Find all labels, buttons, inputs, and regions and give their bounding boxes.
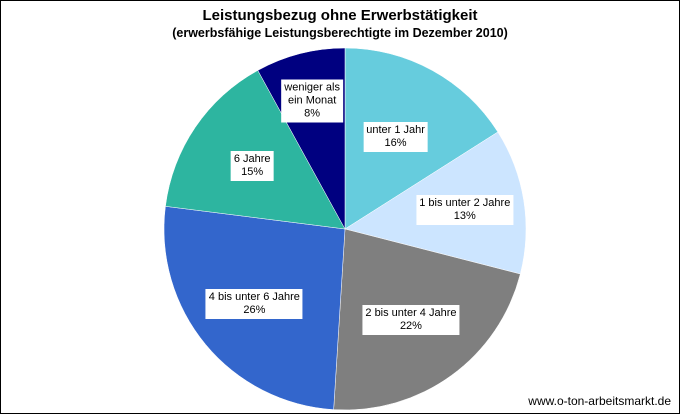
slice-percent: 8%	[304, 107, 321, 120]
slice-label-4: 6 Jahre 15%	[230, 150, 274, 181]
chart-title: Leistungsbezug ohne Erwerbstätigkeit	[202, 7, 478, 24]
slice-label-text: 6 Jahre	[233, 152, 271, 165]
slice-label-text: unter 1 Jahr	[366, 124, 425, 136]
slice-label-text: ein Monat	[287, 94, 337, 107]
slice-percent: 15%	[241, 165, 264, 178]
slice-label-text: weniger als	[284, 81, 340, 94]
slice-percent: 16%	[384, 137, 407, 149]
slice-label-text: 1 bis unter 2 Jahre	[419, 197, 511, 210]
slice-label-text: 4 bis unter 6 Jahre	[208, 290, 300, 303]
slice-label-0: unter 1 Jahr 16%	[363, 122, 428, 152]
pie-slice-4	[165, 70, 346, 230]
chart-subtitle: (erwerbsfähige Leistungsberechtigte im D…	[172, 26, 508, 40]
slice-percent: 26%	[243, 303, 266, 316]
slice-label-1: 1 bis unter 2 Jahre 13%	[416, 195, 514, 226]
slice-percent: 22%	[399, 319, 422, 332]
slice-label-text: 2 bis unter 4 Jahre	[365, 306, 457, 319]
slice-label-2: 2 bis unter 4 Jahre 22%	[362, 304, 460, 335]
slice-label-3: 4 bis unter 6 Jahre 26%	[205, 288, 303, 319]
slice-percent: 13%	[453, 210, 476, 223]
slice-label-5: weniger als ein Monat 8%	[281, 79, 343, 123]
source-url: www.o-ton-arbeitsmarkt.de	[528, 394, 671, 408]
